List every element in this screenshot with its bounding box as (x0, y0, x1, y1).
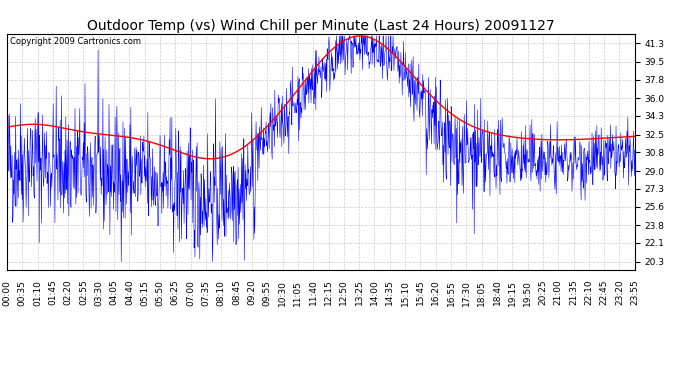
Text: Copyright 2009 Cartronics.com: Copyright 2009 Cartronics.com (10, 37, 141, 46)
Title: Outdoor Temp (vs) Wind Chill per Minute (Last 24 Hours) 20091127: Outdoor Temp (vs) Wind Chill per Minute … (87, 19, 555, 33)
